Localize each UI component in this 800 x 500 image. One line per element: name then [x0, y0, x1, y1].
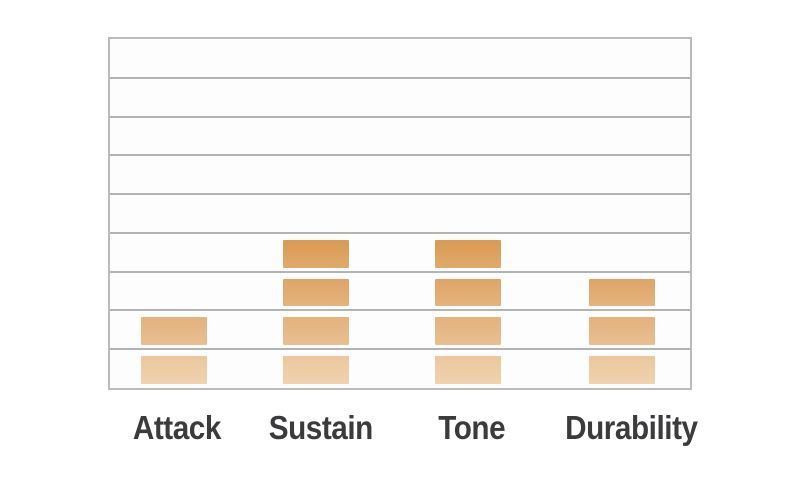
gridline	[110, 115, 690, 118]
gridline	[110, 270, 690, 273]
gridline	[110, 76, 690, 79]
plot-area	[108, 37, 692, 390]
bar-segment	[140, 317, 207, 346]
gridline	[110, 348, 690, 351]
bar-segment	[282, 317, 349, 346]
bar-tone	[434, 39, 501, 388]
bar-segment	[589, 317, 656, 346]
bar-segment	[589, 278, 656, 307]
bar-segment	[434, 239, 501, 268]
bar-sustain	[282, 39, 349, 388]
category-label-tone: Tone	[438, 409, 506, 446]
bar-segment	[140, 356, 207, 384]
category-label-attack: Attack	[133, 409, 222, 446]
bar-attack	[140, 39, 207, 388]
bar-segment	[434, 356, 501, 384]
bar-segment	[434, 278, 501, 307]
bar-segment	[434, 317, 501, 346]
bar-segment	[282, 356, 349, 384]
gridline	[110, 309, 690, 312]
bar-segment	[589, 356, 656, 384]
gridline	[110, 193, 690, 196]
category-label-sustain: Sustain	[269, 409, 374, 446]
bar-segment	[282, 239, 349, 268]
gridline	[110, 154, 690, 157]
category-label-durability: Durability	[564, 409, 698, 446]
bar-segment	[282, 278, 349, 307]
category-labels: Attack Sustain Tone Durability	[108, 404, 698, 452]
gridline	[110, 231, 690, 234]
bar-durability	[589, 39, 656, 388]
